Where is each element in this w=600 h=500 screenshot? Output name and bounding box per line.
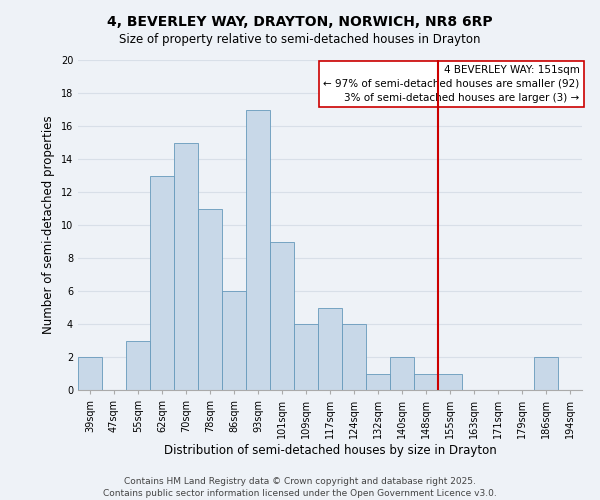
Bar [342, 324, 366, 390]
Bar [390, 357, 414, 390]
Bar [246, 110, 270, 390]
Bar [222, 291, 246, 390]
Bar [438, 374, 462, 390]
Text: Size of property relative to semi-detached houses in Drayton: Size of property relative to semi-detach… [119, 32, 481, 46]
Bar [534, 357, 558, 390]
Text: 4 BEVERLEY WAY: 151sqm
← 97% of semi-detached houses are smaller (92)
3% of semi: 4 BEVERLEY WAY: 151sqm ← 97% of semi-det… [323, 65, 580, 103]
Bar [150, 176, 174, 390]
Bar [414, 374, 438, 390]
X-axis label: Distribution of semi-detached houses by size in Drayton: Distribution of semi-detached houses by … [164, 444, 496, 457]
Bar [126, 340, 150, 390]
Text: 4, BEVERLEY WAY, DRAYTON, NORWICH, NR8 6RP: 4, BEVERLEY WAY, DRAYTON, NORWICH, NR8 6… [107, 15, 493, 29]
Y-axis label: Number of semi-detached properties: Number of semi-detached properties [42, 116, 55, 334]
Bar [270, 242, 294, 390]
Bar [294, 324, 318, 390]
Bar [318, 308, 342, 390]
Bar [198, 208, 222, 390]
Bar [174, 142, 198, 390]
Bar [78, 357, 102, 390]
Bar [366, 374, 390, 390]
Text: Contains HM Land Registry data © Crown copyright and database right 2025.
Contai: Contains HM Land Registry data © Crown c… [103, 476, 497, 498]
